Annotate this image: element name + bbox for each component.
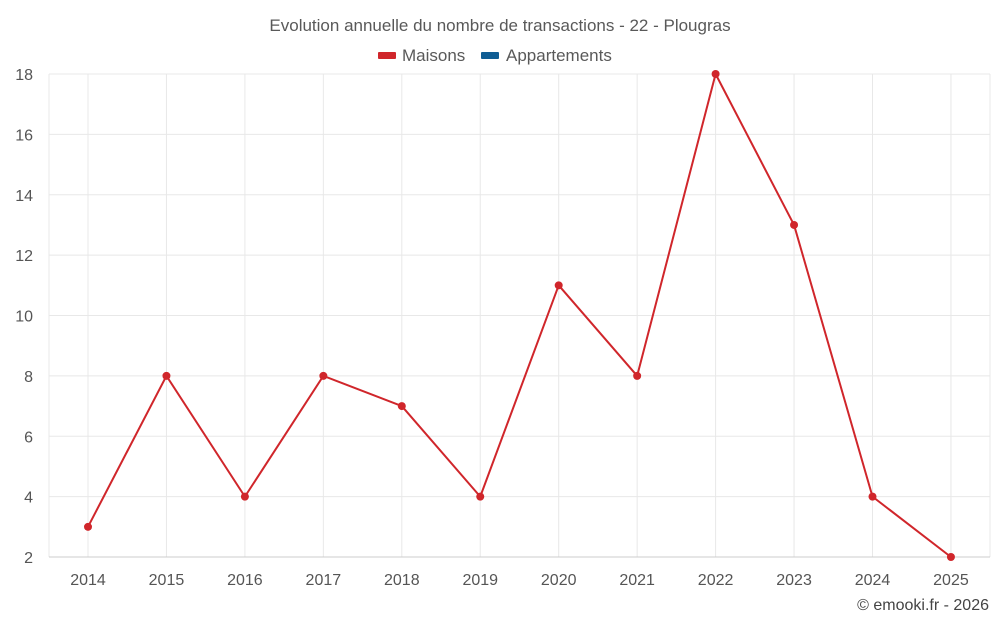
x-tick-label: 2020 <box>541 572 577 589</box>
chart-title: Evolution annuelle du nombre de transact… <box>269 16 730 35</box>
y-tick-label: 18 <box>15 67 33 84</box>
data-point-maisons[interactable] <box>84 522 92 531</box>
y-tick-label: 2 <box>24 550 33 567</box>
x-tick-label: 2014 <box>70 572 106 589</box>
data-point-maisons[interactable] <box>240 492 249 501</box>
x-tick-label: 2022 <box>698 572 734 589</box>
x-tick-label: 2025 <box>933 572 969 589</box>
data-point-maisons[interactable] <box>397 402 406 411</box>
x-tick-label: 2018 <box>384 572 420 589</box>
y-tick-label: 4 <box>24 490 33 507</box>
x-tick-label: 2024 <box>855 572 891 589</box>
y-tick-label: 10 <box>15 309 33 326</box>
x-tick-label: 2021 <box>619 572 655 589</box>
legend-label-maisons: Maisons <box>402 46 465 65</box>
x-tick-label: 2016 <box>227 572 263 589</box>
series-maisons <box>84 70 955 561</box>
legend-label-appartements: Appartements <box>506 46 612 65</box>
y-tick-label: 16 <box>15 127 33 144</box>
legend-swatch-maisons <box>378 52 396 59</box>
data-point-maisons[interactable] <box>162 371 171 380</box>
x-tick-label: 2017 <box>306 572 342 589</box>
y-tick-label: 8 <box>24 369 33 386</box>
data-point-maisons[interactable] <box>633 371 642 380</box>
y-tick-label: 14 <box>15 188 33 205</box>
data-point-maisons[interactable] <box>868 492 877 501</box>
data-point-maisons[interactable] <box>319 371 328 380</box>
data-point-maisons[interactable] <box>790 220 799 229</box>
y-axis: 2 4 6 8 10 12 14 16 18 <box>15 67 33 567</box>
x-tick-label: 2019 <box>462 572 498 589</box>
y-tick-label: 6 <box>24 429 33 446</box>
legend: Maisons Appartements <box>378 46 612 65</box>
legend-item-maisons[interactable]: Maisons <box>378 46 465 65</box>
x-tick-label: 2015 <box>149 572 185 589</box>
data-point-maisons[interactable] <box>476 492 485 501</box>
data-point-maisons[interactable] <box>711 70 720 78</box>
grid <box>48 73 991 557</box>
x-tick-label: 2023 <box>776 572 812 589</box>
y-tick-label: 12 <box>15 248 33 265</box>
series-line-maisons <box>87 73 952 558</box>
data-point-maisons[interactable] <box>946 553 955 561</box>
data-point-maisons[interactable] <box>554 281 563 290</box>
legend-swatch-appartements <box>481 52 499 59</box>
legend-item-appartements[interactable]: Appartements <box>481 46 612 65</box>
x-axis: 2014 2015 2016 2017 2018 2019 2020 2021 2022 2023… <box>49 556 990 589</box>
credit-text: © emooki.fr - 2026 <box>857 597 989 614</box>
